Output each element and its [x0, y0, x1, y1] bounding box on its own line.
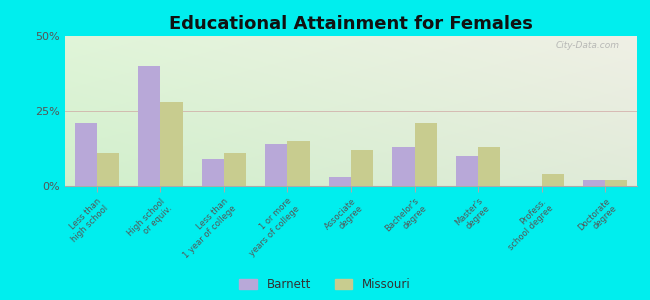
Bar	[287, 141, 309, 186]
Bar	[97, 153, 119, 186]
Bar	[456, 156, 478, 186]
Bar	[583, 180, 605, 186]
Bar	[161, 102, 183, 186]
Bar	[224, 153, 246, 186]
Bar	[478, 147, 500, 186]
Bar	[351, 150, 373, 186]
Bar	[329, 177, 351, 186]
Legend: Barnett, Missouri: Barnett, Missouri	[239, 278, 411, 291]
Bar	[393, 147, 415, 186]
Text: City-Data.com: City-Data.com	[556, 40, 620, 50]
Bar	[202, 159, 224, 186]
Bar	[605, 180, 627, 186]
Bar	[75, 123, 97, 186]
Bar	[138, 66, 161, 186]
Bar	[265, 144, 287, 186]
Title: Educational Attainment for Females: Educational Attainment for Females	[169, 15, 533, 33]
Bar	[415, 123, 437, 186]
Bar	[541, 174, 564, 186]
